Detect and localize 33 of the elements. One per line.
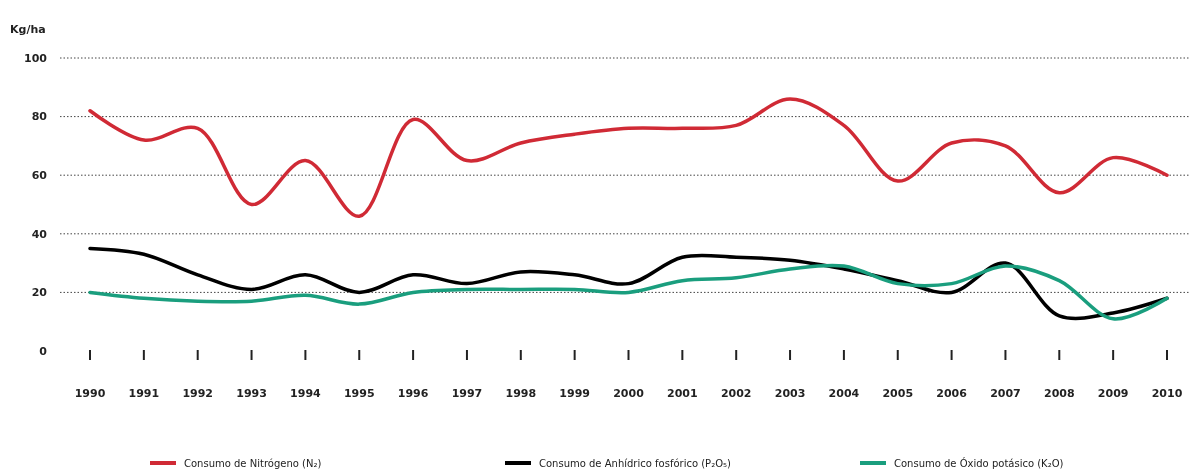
x-tick-label: 2007	[990, 387, 1021, 400]
x-tick-label: 1995	[343, 387, 375, 400]
y-tick-label: 0	[39, 344, 48, 358]
x-tick-label: 2009	[1097, 387, 1129, 400]
x-tick-label: 2006	[936, 387, 968, 400]
x-tick-label: 2001	[667, 387, 698, 400]
x-tick-label: 2004	[828, 387, 860, 400]
y-tick-label: 60	[31, 169, 48, 183]
x-tick-label: 1993	[236, 387, 267, 400]
y-tick-label: 40	[31, 227, 48, 241]
y-tick-label: 80	[31, 110, 48, 124]
y-tick-label: 20	[31, 286, 48, 300]
x-tick-label: 1994	[290, 387, 322, 400]
legend-label: Consumo de Nitrógeno (N₂)	[184, 457, 322, 469]
x-tick-label: 2000	[613, 387, 645, 400]
x-tick-label: 1999	[559, 387, 590, 400]
legend-label: Consumo de Anhídrico fosfórico (P₂O₅)	[539, 457, 732, 469]
x-tick-label: 2002	[720, 387, 752, 400]
x-tick-label: 1998	[505, 387, 537, 400]
y-tick-label: 100	[24, 51, 48, 65]
x-tick-label: 1996	[397, 387, 429, 400]
x-tick-label: 2010	[1151, 387, 1183, 400]
x-tick-label: 2008	[1043, 387, 1075, 400]
x-tick-label: 2005	[882, 387, 914, 400]
x-tick-label: 1997	[451, 387, 483, 400]
x-tick-label: 1991	[128, 387, 160, 400]
legend-label: Consumo de Óxido potásico (K₂O)	[894, 456, 1064, 469]
line-series	[88, 263, 1169, 321]
x-tick-label: 2003	[774, 387, 806, 400]
x-tick-label: 1990	[74, 387, 106, 400]
y-axis-title: Kg/ha	[10, 23, 46, 36]
line-series	[88, 97, 1169, 218]
x-tick-label: 1992	[182, 387, 214, 400]
